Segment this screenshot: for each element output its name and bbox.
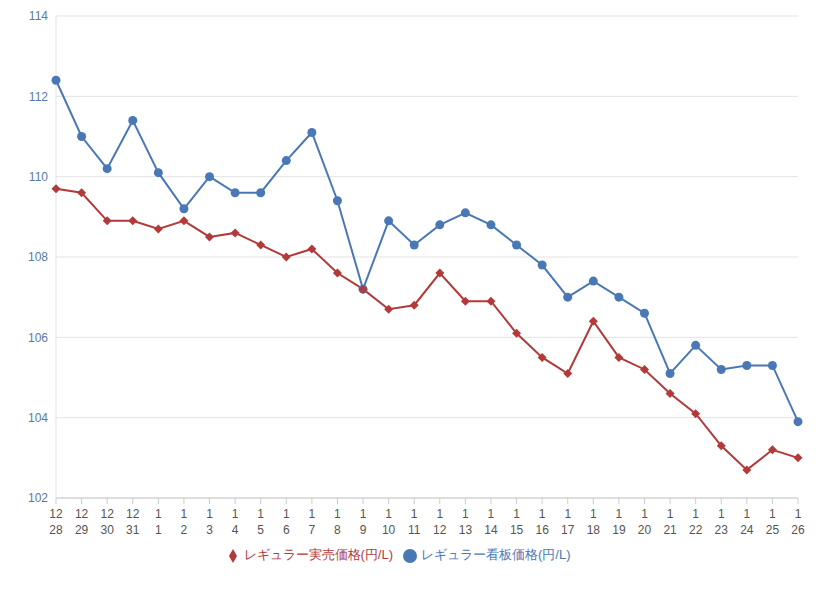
svg-text:1229: 1229 xyxy=(75,507,89,537)
svg-text:115: 115 xyxy=(510,507,524,537)
svg-text:17: 17 xyxy=(309,507,316,537)
svg-text:117: 117 xyxy=(561,507,575,537)
svg-text:120: 120 xyxy=(638,507,652,537)
svg-text:1228: 1228 xyxy=(49,507,63,537)
svg-text:112: 112 xyxy=(433,507,447,537)
svg-text:1230: 1230 xyxy=(100,507,114,537)
svg-text:12: 12 xyxy=(181,507,188,537)
svg-text:1231: 1231 xyxy=(126,507,140,537)
html-text:レギュラー看板価格(円/L): レギュラー看板価格(円/L) xyxy=(421,547,571,562)
svg-text:125: 125 xyxy=(766,507,780,537)
svg-text:118: 118 xyxy=(587,507,601,537)
svg-text:114: 114 xyxy=(29,9,48,23)
svg-text:111: 111 xyxy=(408,507,421,537)
svg-text:11: 11 xyxy=(155,507,162,537)
svg-text:119: 119 xyxy=(612,507,626,537)
svg-text:19: 19 xyxy=(360,507,367,537)
svg-text:106: 106 xyxy=(28,331,48,345)
svg-text:110: 110 xyxy=(382,507,396,537)
svg-text:14: 14 xyxy=(232,507,239,537)
svg-text:110: 110 xyxy=(29,170,48,184)
svg-text:113: 113 xyxy=(459,507,473,537)
svg-text:123: 123 xyxy=(715,507,729,537)
svg-text:126: 126 xyxy=(791,507,805,537)
svg-text:114: 114 xyxy=(484,507,498,537)
svg-text:15: 15 xyxy=(257,507,264,537)
html-text:レギュラー実売価格(円/L): レギュラー実売価格(円/L) xyxy=(243,547,393,562)
svg-text:13: 13 xyxy=(206,507,213,537)
svg-text:121: 121 xyxy=(663,507,677,537)
svg-text:18: 18 xyxy=(334,507,341,537)
svg-text:104: 104 xyxy=(28,411,48,425)
svg-text:112: 112 xyxy=(29,90,48,104)
svg-text:102: 102 xyxy=(28,491,48,505)
svg-text:16: 16 xyxy=(283,507,290,537)
svg-text:122: 122 xyxy=(689,507,703,537)
svg-text:116: 116 xyxy=(535,507,549,537)
svg-text:124: 124 xyxy=(740,507,754,537)
svg-text:108: 108 xyxy=(28,250,48,264)
